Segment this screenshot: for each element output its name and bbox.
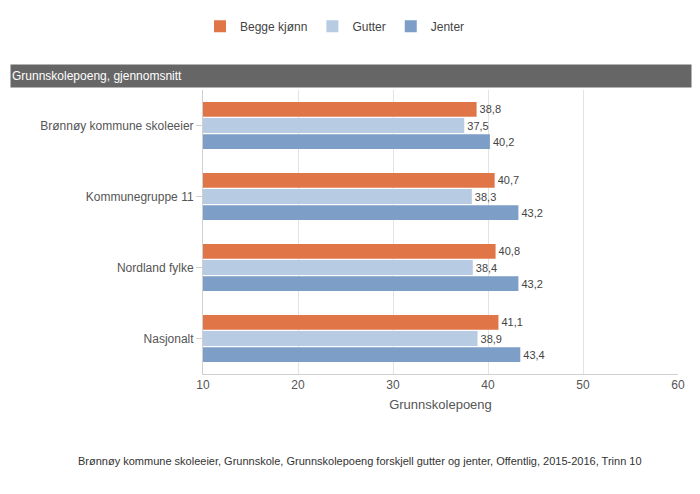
svg-text:50: 50 [576, 378, 590, 392]
svg-text:40,7: 40,7 [498, 174, 519, 186]
svg-text:Brønnøy kommune skoleeier: Brønnøy kommune skoleeier [40, 119, 193, 133]
svg-text:37,5: 37,5 [467, 120, 488, 132]
svg-text:20: 20 [291, 378, 305, 392]
svg-text:40: 40 [481, 378, 495, 392]
svg-text:Grunnskolepoeng, gjennomsnitt: Grunnskolepoeng, gjennomsnitt [12, 69, 182, 83]
svg-text:43,2: 43,2 [521, 278, 542, 290]
svg-text:40,2: 40,2 [493, 136, 514, 148]
svg-text:Begge kjønn: Begge kjønn [240, 20, 307, 34]
svg-text:43,4: 43,4 [523, 349, 544, 361]
svg-text:Nordland fylke: Nordland fylke [117, 261, 194, 275]
svg-text:43,2: 43,2 [521, 207, 542, 219]
svg-text:38,9: 38,9 [481, 333, 502, 345]
svg-text:41,1: 41,1 [501, 316, 522, 328]
svg-text:Kommunegruppe 11: Kommunegruppe 11 [86, 190, 194, 204]
svg-text:38,3: 38,3 [475, 191, 496, 203]
svg-text:Gutter: Gutter [352, 20, 385, 34]
svg-text:60: 60 [671, 378, 685, 392]
svg-text:Grunnskolepoeng: Grunnskolepoeng [389, 397, 492, 412]
svg-text:Nasjonalt: Nasjonalt [144, 332, 195, 346]
svg-text:40,8: 40,8 [499, 245, 520, 257]
svg-text:10: 10 [196, 378, 210, 392]
svg-text:38,4: 38,4 [476, 262, 497, 274]
svg-text:38,8: 38,8 [480, 103, 501, 115]
svg-text:30: 30 [386, 378, 400, 392]
svg-text:Jenter: Jenter [431, 20, 464, 34]
svg-text:Brønnøy kommune skoleeier, Gru: Brønnøy kommune skoleeier, Grunnskole, G… [78, 455, 642, 467]
